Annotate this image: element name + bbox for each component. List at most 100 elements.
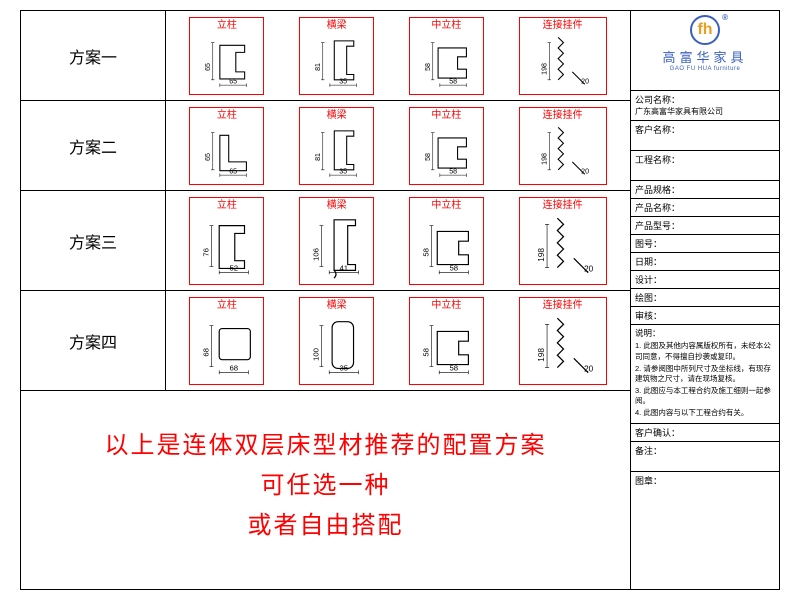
field-prodname: 产品名称： [631,199,779,217]
profile-box: 立柱 65 65 [189,17,264,95]
field-project: 工程名称： [631,151,779,181]
svg-text:20: 20 [584,264,594,273]
plan-row: 方案二立柱 65 65 横梁 81 35 中立柱 58 58 连接挂件 198 20 [21,101,630,191]
svg-text:58: 58 [449,167,457,175]
plan-label: 方案二 [21,101,166,190]
svg-text:198: 198 [537,247,546,261]
field-customer: 客户名称： [631,121,779,151]
profile-list: 立柱 68 68 横梁 100 35 中立柱 58 58 连接挂件 198 20 [166,291,630,390]
svg-text:68: 68 [202,348,211,357]
svg-text:35: 35 [339,167,347,175]
field-design: 设计： [631,271,779,289]
svg-text:35: 35 [340,363,349,372]
field-dwgno: 图号： [631,235,779,253]
profile-box: 横梁 81 35 [299,107,374,185]
profile-title: 横梁 [327,110,347,122]
field-confirm: 客户确认： [631,424,779,442]
svg-text:100: 100 [312,347,321,361]
plan-label: 方案三 [21,191,166,290]
rec-line-3: 或者自由搭配 [248,506,404,546]
profile-title: 中立柱 [431,20,461,32]
note-item: 1. 此图及其他内容属版权所有，未经本公司同意，不得擅自抄袭或复印。 [635,341,775,361]
profile-box: 中立柱 58 58 [409,107,484,185]
field-stamp: 图章： [631,472,779,552]
logo-block: fh 高富华家具 GAO FU HUA furniture [631,11,779,91]
title-block: fh 高富华家具 GAO FU HUA furniture 公司名称： 广东高富… [631,11,779,589]
svg-text:65: 65 [230,167,238,175]
field-company: 公司名称： 广东高富华家具有限公司 [631,91,779,121]
svg-text:198: 198 [540,152,548,164]
profile-title: 连接挂件 [543,200,583,212]
note-item: 4. 此图内容与以下工程合约有关。 [635,408,775,418]
profile-title: 连接挂件 [543,110,583,122]
svg-text:58: 58 [421,248,430,257]
profile-list: 立柱 65 65 横梁 81 35 中立柱 58 58 连接挂件 198 20 [166,101,630,190]
profile-box: 立柱 76 52 [189,197,264,285]
plan-row: 方案一立柱 65 65横梁 81 35中立柱 58 58连接挂件 19820 [21,11,630,101]
profile-title: 中立柱 [431,300,461,312]
svg-text:65: 65 [204,62,212,70]
svg-text:65: 65 [230,77,238,85]
recommendation-text: 以上是连体双层床型材推荐的配置方案 可任选一种 或者自由搭配 [21,391,630,581]
note-item: 2. 请参阅图中所列尺寸及坐标线，有现存建筑物之尺寸，请在现场复核。 [635,364,775,384]
field-spec: 产品规格： [631,181,779,199]
field-draft: 绘图： [631,289,779,307]
profile-list: 立柱 76 52 横梁 106 41 中立柱 58 58 连接挂件 198 20 [166,191,630,290]
profile-title: 横梁 [327,20,347,32]
profile-box: 中立柱 58 58 [409,297,484,385]
brand-cn: 高富华家具 [631,47,779,66]
profile-list: 立柱 65 65横梁 81 35中立柱 58 58连接挂件 19820 [166,11,630,100]
profile-box: 立柱 65 65 [189,107,264,185]
svg-text:52: 52 [230,263,239,272]
drawing-frame: 方案一立柱 65 65横梁 81 35中立柱 58 58连接挂件 19820方案… [20,10,780,590]
profile-title: 中立柱 [431,200,461,212]
rec-line-1: 以上是连体双层床型材推荐的配置方案 [105,426,547,466]
svg-text:41: 41 [340,263,349,272]
profile-box: 横梁 106 41 [299,197,374,285]
notes-block: 说明： 1. 此图及其他内容属版权所有，未经本公司同意，不得擅自抄袭或复印。2.… [631,325,779,424]
svg-text:58: 58 [424,152,432,160]
plan-row: 方案四立柱 68 68横梁 100 35中立柱 58 58连接挂件 19820 [21,291,630,391]
profile-box: 中立柱 58 58 [409,197,484,285]
svg-text:20: 20 [581,167,589,175]
plan-label: 方案一 [21,11,166,100]
svg-text:198: 198 [537,347,546,361]
svg-text:58: 58 [449,263,458,272]
profile-box: 立柱 68 68 [189,297,264,385]
profile-box: 连接挂件 198 20 [519,297,607,385]
svg-text:20: 20 [581,77,589,85]
field-date: 日期： [631,253,779,271]
svg-text:81: 81 [314,62,322,70]
profile-box: 连接挂件 19820 [519,17,607,95]
profile-title: 立柱 [217,300,237,312]
profile-box: 连接挂件 198 20 [519,107,607,185]
profile-title: 横梁 [327,300,347,312]
field-remark: 备注： [631,442,779,472]
profile-box: 横梁 100 35 [299,297,374,385]
svg-text:58: 58 [449,77,457,85]
field-model: 产品型号： [631,217,779,235]
svg-text:58: 58 [449,363,458,372]
profile-title: 立柱 [217,20,237,32]
field-review: 审核： [631,307,779,325]
svg-text:58: 58 [421,348,430,357]
profile-title: 横梁 [327,200,347,212]
brand-en: GAO FU HUA furniture [631,66,779,72]
profile-title: 立柱 [217,110,237,122]
profile-title: 连接挂件 [543,300,583,312]
profile-box: 横梁 81 35 [299,17,374,95]
svg-text:68: 68 [230,363,239,372]
profile-box: 中立柱 58 58 [409,17,484,95]
svg-text:106: 106 [312,248,321,261]
svg-text:58: 58 [424,62,432,70]
logo-icon: fh [690,15,720,45]
svg-text:20: 20 [584,364,594,373]
svg-text:198: 198 [540,62,548,74]
plan-row: 方案三立柱 76 52 横梁 106 41 中立柱 58 58 连接挂件 198 20 [21,191,630,291]
profile-title: 中立柱 [431,110,461,122]
svg-text:35: 35 [339,77,347,85]
svg-text:81: 81 [314,152,322,160]
rec-line-2: 可任选一种 [261,466,391,506]
profile-title: 立柱 [217,200,237,212]
main-area: 方案一立柱 65 65横梁 81 35中立柱 58 58连接挂件 19820方案… [21,11,631,589]
